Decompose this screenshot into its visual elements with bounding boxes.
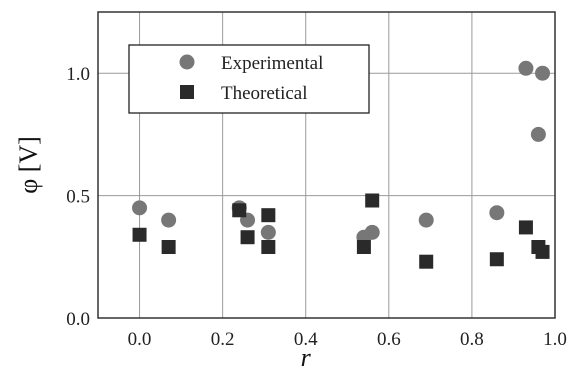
x-tick-label: 0.6 xyxy=(377,329,401,350)
theoretical-point xyxy=(261,240,276,255)
experimental-point xyxy=(260,224,276,240)
theoretical-point xyxy=(132,227,147,242)
theoretical-point xyxy=(232,203,247,218)
experimental-point xyxy=(132,200,148,216)
experimental-point xyxy=(530,126,546,142)
data-points xyxy=(132,60,551,269)
x-tick-label: 0.8 xyxy=(460,329,484,350)
theoretical-point xyxy=(365,193,380,208)
theoretical-point xyxy=(161,240,176,255)
legend-circle-marker xyxy=(179,54,195,70)
experimental-point xyxy=(518,60,534,76)
theoretical-point xyxy=(240,230,255,245)
theoretical-point xyxy=(535,244,550,259)
x-tick-label: 0.4 xyxy=(294,329,318,350)
y-tick-label: 0.0 xyxy=(66,309,90,330)
x-axis-label: r xyxy=(301,343,312,371)
y-tick-label: 0.5 xyxy=(66,187,90,208)
experimental-point xyxy=(489,205,505,221)
legend: Experimental Theoretical xyxy=(128,44,370,114)
x-tick-label: 0.2 xyxy=(211,329,235,350)
y-tick-label: 1.0 xyxy=(66,64,90,85)
experimental-point xyxy=(364,224,380,240)
theoretical-point xyxy=(518,220,533,235)
legend-box xyxy=(128,44,370,114)
theoretical-point xyxy=(489,252,504,267)
x-tick-labels: 0.0 0.2 0.4 0.6 0.8 1.0 xyxy=(128,329,567,350)
y-axis-label: φ [V] xyxy=(14,136,43,194)
x-tick-label: 1.0 xyxy=(543,329,567,350)
x-tick-label: 0.0 xyxy=(128,329,152,350)
theoretical-point xyxy=(419,254,434,269)
plot-frame xyxy=(97,11,556,319)
experimental-point xyxy=(535,65,551,81)
legend-square-marker xyxy=(180,85,194,99)
legend-label: Experimental xyxy=(221,53,323,74)
theoretical-point xyxy=(356,240,371,255)
experimental-point xyxy=(418,212,434,228)
y-tick-labels: 0.0 0.5 1.0 xyxy=(66,64,90,330)
theoretical-point xyxy=(261,208,276,223)
experimental-point xyxy=(161,212,177,228)
legend-label: Theoretical xyxy=(221,83,308,104)
